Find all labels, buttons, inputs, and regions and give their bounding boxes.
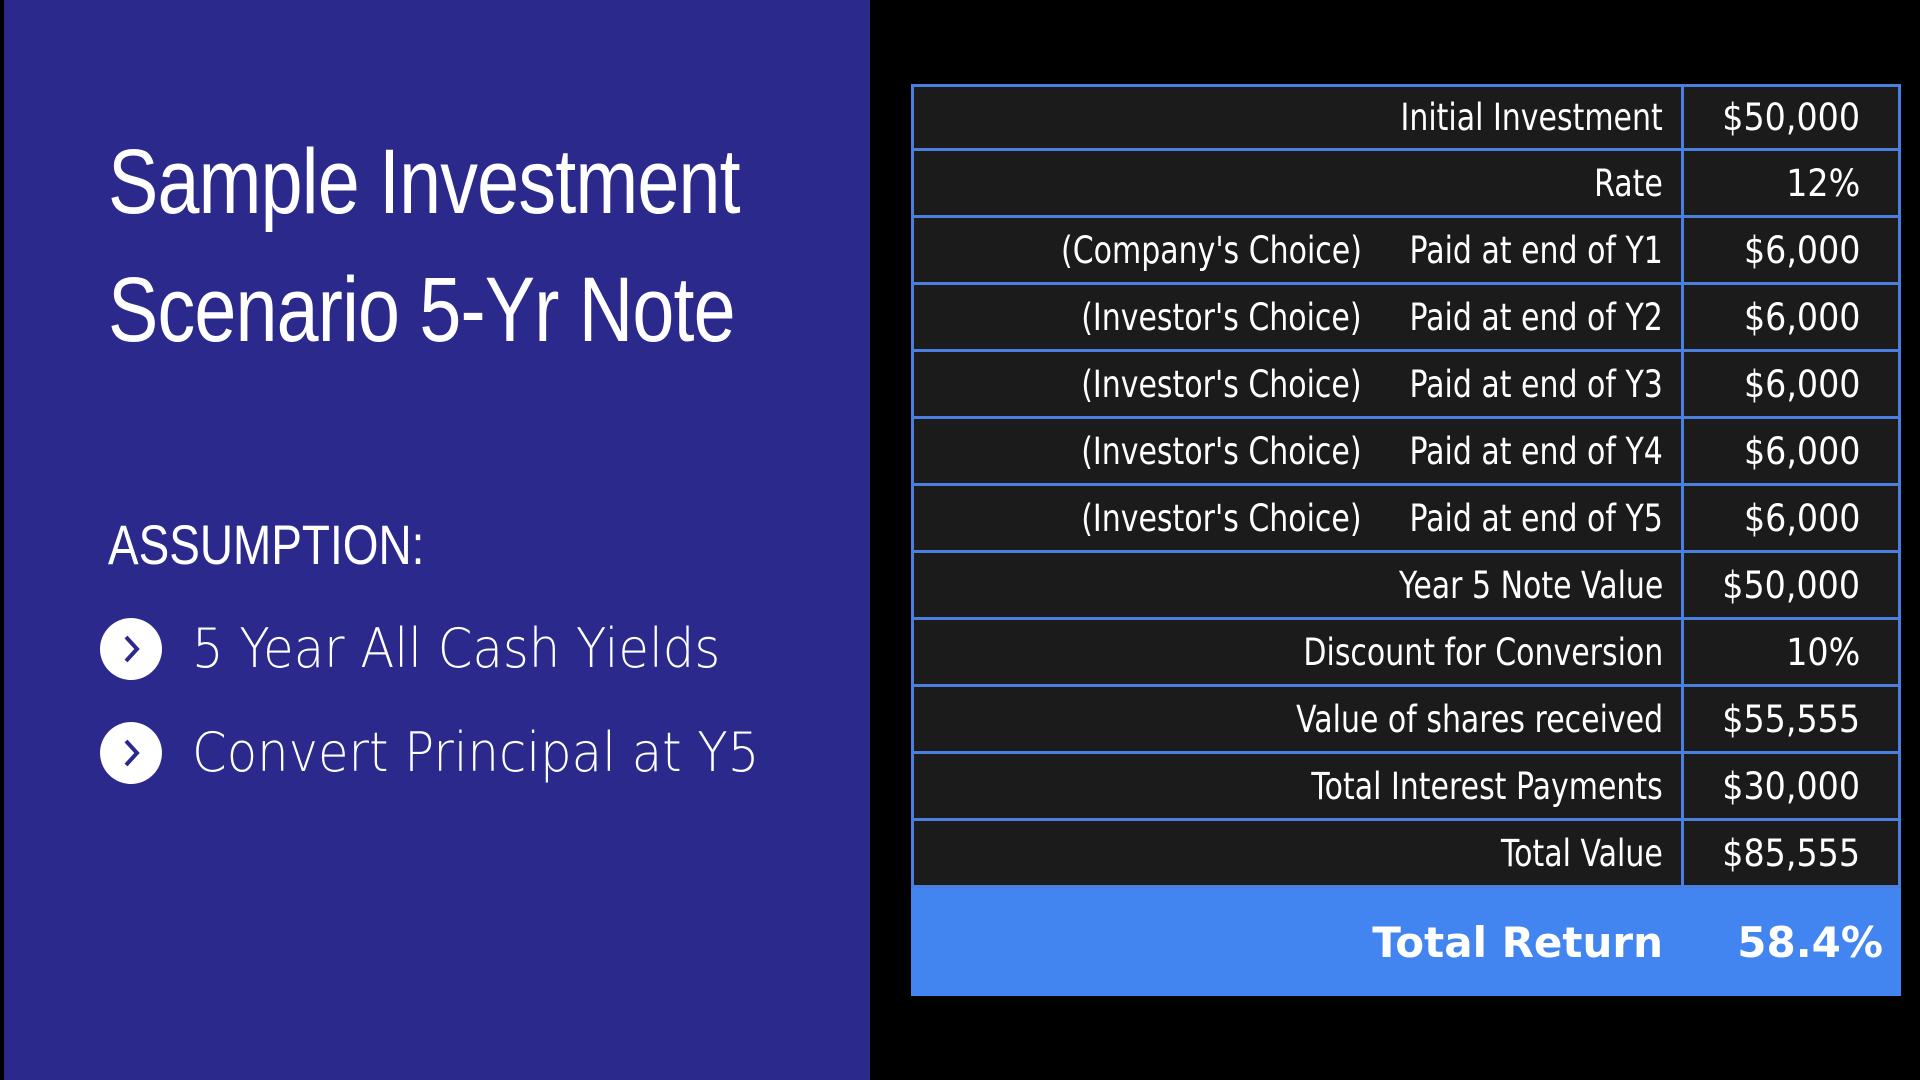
table-row: (Investor's Choice) Paid at end of Y3 $6,0… [911,352,1901,419]
table-row: Total Interest Payments $30,000 [911,754,1901,821]
row-value: 12% [1785,161,1860,205]
row-label-cell: (Investor's Choice) Paid at end of Y5 [914,486,1684,550]
total-return-label: Total Return [1372,917,1663,967]
row-value: $6,000 [1743,228,1860,272]
row-value-cell: $6,000 [1684,218,1898,282]
row-label-cell: (Investor's Choice) Paid at end of Y2 [914,285,1684,349]
chevron-right-circle-icon [100,617,162,680]
left-panel [4,0,870,1080]
row-value-cell: $50,000 [1684,553,1898,617]
row-value: $6,000 [1743,496,1860,540]
row-label-cell: Initial Investment [914,87,1684,148]
row-value-cell: $6,000 [1684,352,1898,416]
table-row: (Investor's Choice) Paid at end of Y2 $6,0… [911,285,1901,352]
row-label: Value of shares received [1295,697,1663,741]
row-value: $30,000 [1722,764,1860,808]
table-row: (Company's Choice) Paid at end of Y1 $6,00… [911,218,1901,285]
assumption-heading: ASSUMPTION: [108,513,425,576]
choice-note: (Investor's Choice) [1081,295,1362,339]
row-label-cell: Discount for Conversion [914,620,1684,684]
bullet-text: Convert Principal at Y5 [192,721,760,784]
choice-note: (Investor's Choice) [1081,496,1362,540]
row-value-cell: $85,555 [1684,821,1898,885]
row-value: $6,000 [1743,362,1860,406]
row-value: $50,000 [1722,96,1860,139]
row-value-cell: $55,555 [1684,687,1898,751]
row-label: Total Value [1501,831,1663,875]
row-value-cell: 10% [1684,620,1898,684]
table-row: Initial Investment $50,000 [911,84,1901,151]
table-row: Total Value $85,555 [911,821,1901,888]
row-value: $50,000 [1722,563,1860,607]
table-row: Value of shares received $55,555 [911,687,1901,754]
row-label: Paid at end of Y3 [1409,362,1663,406]
row-value: $6,000 [1743,429,1860,473]
row-label: Paid at end of Y5 [1409,496,1663,540]
row-label-cell: Year 5 Note Value [914,553,1684,617]
row-label: Paid at end of Y1 [1409,228,1663,272]
row-label-cell: Value of shares received [914,687,1684,751]
row-label-cell: (Company's Choice) Paid at end of Y1 [914,218,1684,282]
row-value-cell: $6,000 [1684,486,1898,550]
row-value-cell: $6,000 [1684,419,1898,483]
title-line-1: Sample Investment [108,131,741,233]
row-value: $6,000 [1743,295,1860,339]
choice-note: (Investor's Choice) [1081,362,1362,406]
row-label-cell: Rate [914,151,1684,215]
row-label: Year 5 Note Value [1398,563,1663,607]
row-label: Paid at end of Y2 [1409,295,1663,339]
title-line-2: Scenario 5-Yr Note [108,259,736,361]
row-value: $85,555 [1722,831,1860,875]
investment-table: Initial Investment $50,000 Rate 12% (Company… [911,84,1901,996]
row-value-cell: $30,000 [1684,754,1898,818]
choice-note: (Company's Choice) [1060,228,1362,272]
table-row: Year 5 Note Value $50,000 [911,553,1901,620]
bullet-item: Convert Principal at Y5 [100,721,809,784]
bullet-item: 5 Year All Cash Yields [100,617,766,680]
table-row: Discount for Conversion 10% [911,620,1901,687]
table-row: Rate 12% [911,151,1901,218]
row-value: $55,555 [1722,697,1860,741]
total-return-row: Total Return 58.4% [911,888,1901,996]
row-label-cell: Total Interest Payments [914,754,1684,818]
row-label: Discount for Conversion [1303,630,1663,674]
row-label-cell: (Investor's Choice) Paid at end of Y4 [914,419,1684,483]
total-return-value: 58.4% [1737,917,1883,967]
chevron-right-circle-icon [100,721,162,784]
table-row: (Investor's Choice) Paid at end of Y5 $6,0… [911,486,1901,553]
row-value: 10% [1785,630,1860,674]
row-label-cell: Total Value [914,821,1684,885]
row-label: Initial Investment [1400,96,1663,139]
row-value-cell: $6,000 [1684,285,1898,349]
table-row: (Investor's Choice) Paid at end of Y4 $6,0… [911,419,1901,486]
choice-note: (Investor's Choice) [1081,429,1362,473]
row-label: Total Interest Payments [1311,764,1663,808]
row-label-cell: (Investor's Choice) Paid at end of Y3 [914,352,1684,416]
row-label: Paid at end of Y4 [1409,429,1663,473]
bullet-text: 5 Year All Cash Yields [192,617,721,680]
row-label: Rate [1594,161,1663,205]
row-value-cell: 12% [1684,151,1898,215]
row-value-cell: $50,000 [1684,87,1898,148]
slide-title: Sample Investment Scenario 5-Yr Note [108,118,741,374]
